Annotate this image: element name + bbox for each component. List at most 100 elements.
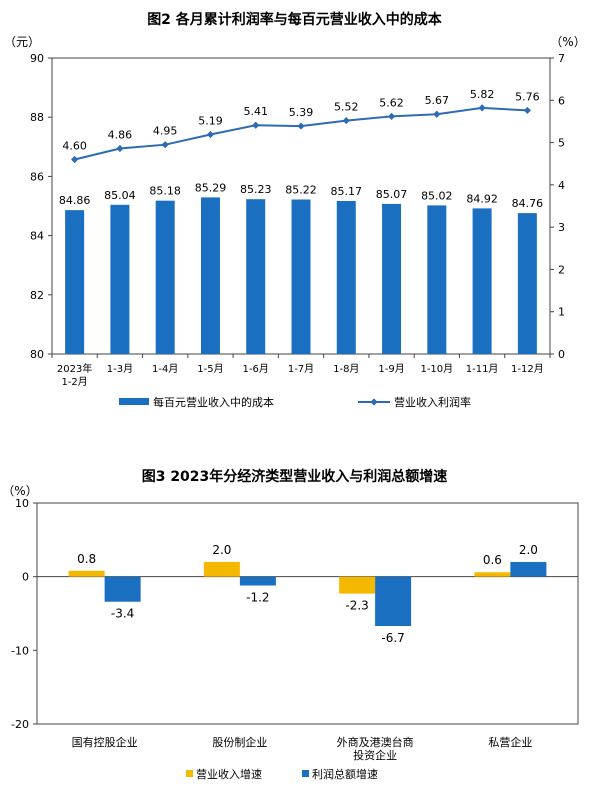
chart2-bar-label: -3.4 xyxy=(111,607,134,621)
chart1-line-label: 4.95 xyxy=(153,125,178,138)
chart1-title: 图2 各月累计利润率与每百元营业收入中的成本 xyxy=(147,12,442,28)
chart1-line-marker xyxy=(523,106,531,115)
chart1-legend-bar-swatch xyxy=(119,398,149,405)
chart1-x-tick-label: 1-5月 xyxy=(197,363,223,375)
chart2-bar xyxy=(203,561,240,577)
chart1-legend-bar-label: 每百元营业收入中的成本 xyxy=(153,395,274,409)
chart1-line-label: 5.76 xyxy=(515,90,540,103)
chart2-x-tick-label: 投资企业 xyxy=(353,748,397,762)
chart2-x-tick-label: 国有控股企业 xyxy=(72,735,138,749)
chart2-tick-label: 10 xyxy=(15,497,29,510)
chart1-x-tick-label: 1-12月 xyxy=(511,363,544,375)
chart1-bar xyxy=(246,199,266,354)
chart1-left-tick-label: 86 xyxy=(30,170,44,183)
chart1-right-tick-label: 7 xyxy=(558,52,565,65)
chart2-bar xyxy=(68,570,105,577)
chart2-legend-swatch xyxy=(302,770,309,777)
chart1-line-label: 5.39 xyxy=(289,106,314,119)
chart1-bar-label: 85.22 xyxy=(285,183,317,196)
chart2-bar xyxy=(239,576,276,586)
chart1-right-tick-label: 6 xyxy=(558,94,565,107)
chart1-left-tick-label: 80 xyxy=(30,348,44,361)
chart1-line-marker xyxy=(387,112,396,120)
chart1-x-tick-label: 1-9月 xyxy=(378,363,404,375)
chart1-line-label: 5.82 xyxy=(470,88,495,101)
chart2-bar-label: 0.6 xyxy=(483,553,502,567)
chart1-line-label: 4.60 xyxy=(62,139,87,152)
chart2-bar xyxy=(510,561,547,577)
chart2-x-tick-label: 外商及港澳台商 xyxy=(337,735,414,749)
chart1-right-tick-label: 1 xyxy=(558,306,565,319)
chart1-bar xyxy=(517,213,537,354)
chart1-bar-label: 84.92 xyxy=(466,192,498,205)
chart1-right-tick-label: 2 xyxy=(558,263,565,276)
chart1-left-tick-label: 90 xyxy=(30,52,44,65)
chart1-bar-label: 85.23 xyxy=(240,183,272,196)
chart1-bar xyxy=(427,205,447,354)
chart1-x-tick-label: 2023年 xyxy=(57,362,92,375)
chart2-title: 图3 2023年分经济类型营业收入与利润总额增速 xyxy=(141,469,448,485)
chart1-line-label: 5.19 xyxy=(198,115,223,128)
chart2-legend-swatch xyxy=(186,770,193,777)
chart1-x-tick-label: 1-11月 xyxy=(466,363,499,375)
chart1-left-tick-label: 82 xyxy=(30,289,44,302)
chart1-line-marker xyxy=(252,121,260,129)
chart1-x-tick-label: 1-7月 xyxy=(288,363,314,375)
chart1-x-tick-label: 1-2月 xyxy=(61,376,87,388)
chart2-bar xyxy=(339,576,376,594)
chart2-x-tick-label: 股份制企业 xyxy=(212,735,267,749)
chart1-bar xyxy=(65,210,85,354)
chart1-bar-label: 85.07 xyxy=(376,188,408,201)
chart1-right-tick-label: 4 xyxy=(558,179,565,192)
chart1-bar-label: 85.29 xyxy=(195,181,227,194)
chart2-tick-label: 0 xyxy=(22,571,29,584)
chart1-line-marker xyxy=(161,141,169,149)
chart1-line-label: 5.67 xyxy=(425,94,450,107)
chart2-x-tick-label: 私营企业 xyxy=(488,735,532,749)
chart1-left-axis-unit: （元） xyxy=(4,35,40,49)
chart2-tick-label: -20 xyxy=(11,718,29,731)
chart1-x-tick-label: 1-6月 xyxy=(243,363,269,375)
chart1-line-marker xyxy=(71,155,79,164)
chart1-x-tick-label: 1-3月 xyxy=(107,363,133,375)
chart2-bar xyxy=(474,572,511,577)
chart2-legend-label: 利润总额增速 xyxy=(312,767,378,781)
chart1-line-marker xyxy=(206,130,215,139)
chart1-line-label: 5.41 xyxy=(243,105,268,118)
chart1-bar-label: 85.02 xyxy=(421,189,453,202)
chart1-bar-label: 84.76 xyxy=(512,197,544,210)
chart1-right-tick-label: 5 xyxy=(558,137,565,150)
chart2-bar-label: 2.0 xyxy=(519,543,538,557)
chart1-line-marker xyxy=(478,104,486,112)
chart1-bar-label: 85.17 xyxy=(331,185,363,198)
chart1-bar xyxy=(382,203,402,354)
chart2-bar-label: 2.0 xyxy=(212,543,231,557)
chart1-bar xyxy=(291,199,311,354)
chart2-plot-frame xyxy=(36,502,579,725)
chart1-x-tick-label: 1-8月 xyxy=(333,363,359,375)
chart2-bar xyxy=(375,576,412,627)
chart1-bar-label: 84.86 xyxy=(59,194,91,207)
chart1-right-tick-label: 0 xyxy=(558,348,565,361)
chart2-tick-label: -10 xyxy=(11,644,29,657)
chart1-line-label: 5.52 xyxy=(334,101,359,114)
chart1-bar xyxy=(155,200,175,354)
chart1-left-tick-label: 88 xyxy=(30,111,44,124)
chart1-line-label: 5.62 xyxy=(379,96,404,109)
chart2-axis-unit: （%） xyxy=(2,484,37,498)
chart2-bar-label: -6.7 xyxy=(381,631,404,645)
chart1-right-axis-unit: （%） xyxy=(550,35,585,49)
chart1-line-label: 4.86 xyxy=(108,128,133,141)
chart1-x-tick-label: 1-10月 xyxy=(420,363,453,375)
chart1-line-marker xyxy=(433,110,441,118)
chart2-bar xyxy=(104,576,141,602)
chart1-bar-label: 85.18 xyxy=(149,185,181,198)
chart1-x-tick-label: 1-4月 xyxy=(152,363,178,375)
chart2-bar-label: -1.2 xyxy=(246,591,269,605)
chart1-line-marker xyxy=(297,122,305,130)
chart1-bar xyxy=(200,197,220,354)
chart1-line-marker xyxy=(342,116,350,125)
chart1-legend-line-marker xyxy=(370,398,378,406)
